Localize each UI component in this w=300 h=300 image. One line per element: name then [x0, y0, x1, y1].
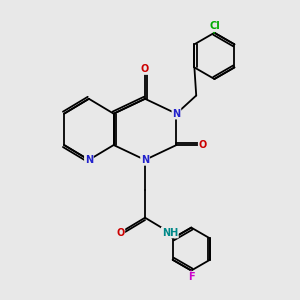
Text: NH: NH [162, 228, 178, 238]
Text: N: N [85, 155, 93, 165]
Text: N: N [141, 155, 149, 165]
Text: O: O [199, 140, 207, 150]
Text: O: O [116, 228, 124, 238]
Text: N: N [172, 109, 181, 119]
Text: O: O [141, 64, 149, 74]
Text: Cl: Cl [209, 21, 220, 31]
Text: F: F [188, 272, 195, 282]
